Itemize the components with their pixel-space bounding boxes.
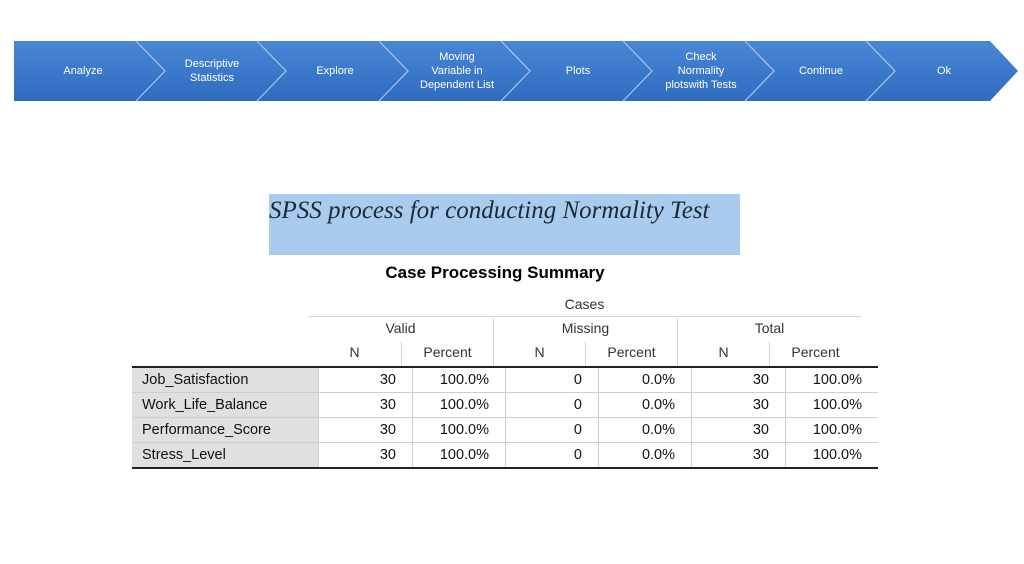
step-check-normality: Check Normality plotswith Tests bbox=[665, 51, 737, 91]
table-cell: 100.0% bbox=[412, 366, 506, 393]
step-plots: Plots bbox=[565, 65, 591, 77]
row-label: Work_Life_Balance bbox=[132, 392, 319, 418]
process-flow-banner bbox=[14, 40, 1018, 102]
table-row: Job_Satisfaction 30 100.0% 0 0.0% 30 100… bbox=[132, 366, 878, 393]
column-header: Percent bbox=[791, 344, 840, 360]
row-label: Performance_Score bbox=[132, 417, 319, 443]
table-cell: 100.0% bbox=[412, 442, 506, 469]
table-cell: 0 bbox=[505, 392, 599, 418]
step-separator bbox=[256, 40, 287, 102]
step-explore: Explore bbox=[316, 65, 354, 77]
subgroup-total: Total bbox=[754, 320, 785, 336]
header-divider bbox=[677, 318, 678, 366]
table-cell: 0 bbox=[505, 442, 599, 469]
table-cell: 0.0% bbox=[598, 417, 692, 443]
header-divider bbox=[493, 318, 494, 366]
table-cell: 30 bbox=[691, 392, 786, 418]
table-row: Stress_Level 30 100.0% 0 0.0% 30 100.0% bbox=[132, 442, 878, 469]
header-divider bbox=[308, 316, 861, 317]
column-header: N bbox=[534, 344, 545, 360]
table-cell: 0.0% bbox=[598, 442, 692, 469]
case-processing-table: Job_Satisfaction 30 100.0% 0 0.0% 30 100… bbox=[132, 366, 878, 469]
table-row: Work_Life_Balance 30 100.0% 0 0.0% 30 10… bbox=[132, 392, 878, 418]
subgroup-valid: Valid bbox=[385, 320, 416, 336]
table-cell: 0 bbox=[505, 417, 599, 443]
step-continue: Continue bbox=[798, 65, 844, 77]
step-separator bbox=[622, 40, 653, 102]
subgroup-missing: Missing bbox=[561, 320, 610, 336]
table-cell: 100.0% bbox=[785, 442, 878, 469]
header-divider bbox=[585, 342, 586, 366]
table-cell: 0.0% bbox=[598, 392, 692, 418]
row-label: Job_Satisfaction bbox=[132, 366, 319, 393]
table-cell: 0 bbox=[505, 366, 599, 393]
table-cell: 30 bbox=[318, 417, 413, 443]
step-separator bbox=[135, 40, 166, 102]
column-header: N bbox=[718, 344, 729, 360]
caption-text: SPSS process for conducting Normality Te… bbox=[269, 197, 710, 224]
step-separator bbox=[865, 40, 896, 102]
step-separator bbox=[500, 40, 531, 102]
table-cell: 30 bbox=[318, 392, 413, 418]
step-separator bbox=[744, 40, 775, 102]
cases-group-header: Cases bbox=[564, 296, 605, 312]
row-label: Stress_Level bbox=[132, 442, 319, 469]
table-title: Case Processing Summary bbox=[385, 263, 605, 282]
table-cell: 100.0% bbox=[785, 366, 878, 393]
table-cell: 0.0% bbox=[598, 366, 692, 393]
table-cell: 100.0% bbox=[412, 392, 506, 418]
column-header: Percent bbox=[607, 344, 656, 360]
step-separator bbox=[378, 40, 409, 102]
column-header: N bbox=[349, 344, 360, 360]
header-divider bbox=[769, 342, 770, 366]
column-header: Percent bbox=[423, 344, 472, 360]
table-cell: 100.0% bbox=[785, 392, 878, 418]
table-cell: 30 bbox=[691, 366, 786, 393]
step-ok: Ok bbox=[936, 65, 952, 77]
header-divider bbox=[401, 342, 402, 366]
step-descriptive-statistics: Descriptive Statistics bbox=[184, 58, 240, 84]
table-cell: 30 bbox=[691, 417, 786, 443]
table-cell: 30 bbox=[318, 366, 413, 393]
step-moving-variable: Moving Variable in Dependent List bbox=[420, 51, 494, 91]
table-row: Performance_Score 30 100.0% 0 0.0% 30 10… bbox=[132, 417, 878, 443]
process-banner-shape bbox=[14, 41, 1018, 101]
step-analyze: Analyze bbox=[63, 65, 103, 77]
table-cell: 30 bbox=[691, 442, 786, 469]
caption-box: SPSS process for conducting Normality Te… bbox=[269, 194, 740, 255]
table-cell: 30 bbox=[318, 442, 413, 469]
table-cell: 100.0% bbox=[785, 417, 878, 443]
table-cell: 100.0% bbox=[412, 417, 506, 443]
